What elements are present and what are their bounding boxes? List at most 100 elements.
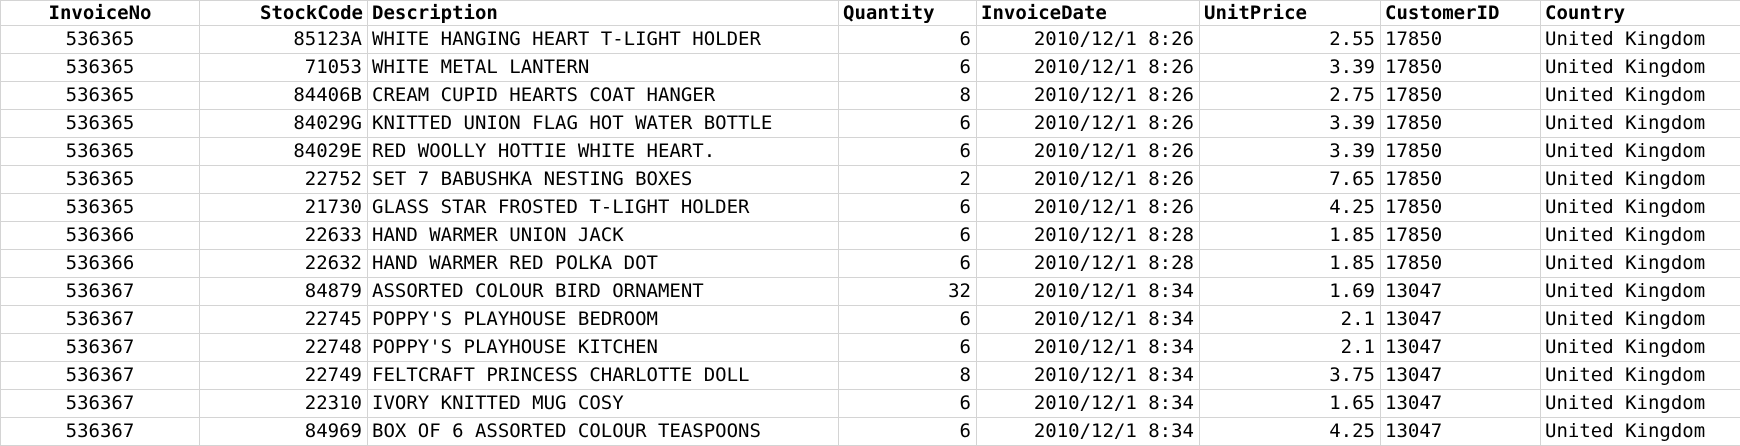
- cell-country[interactable]: United Kingdom: [1540, 221, 1740, 250]
- cell-invoicedate[interactable]: 2010/12/1 8:26: [976, 25, 1200, 54]
- cell-customerid[interactable]: 13047: [1380, 417, 1541, 446]
- cell-customerid[interactable]: 13047: [1380, 277, 1541, 306]
- header-invoiceno[interactable]: InvoiceNo: [0, 0, 200, 26]
- cell-invoiceno[interactable]: 536365: [0, 193, 200, 222]
- cell-description[interactable]: FELTCRAFT PRINCESS CHARLOTTE DOLL: [367, 361, 839, 390]
- cell-invoiceno[interactable]: 536365: [0, 25, 200, 54]
- cell-invoicedate[interactable]: 2010/12/1 8:26: [976, 165, 1200, 194]
- cell-stockcode[interactable]: 22632: [199, 249, 368, 278]
- cell-country[interactable]: United Kingdom: [1540, 137, 1740, 166]
- cell-stockcode[interactable]: 84029G: [199, 109, 368, 138]
- cell-invoicedate[interactable]: 2010/12/1 8:26: [976, 81, 1200, 110]
- cell-unitprice[interactable]: 4.25: [1199, 193, 1381, 222]
- cell-description[interactable]: HAND WARMER UNION JACK: [367, 221, 839, 250]
- cell-stockcode[interactable]: 22752: [199, 165, 368, 194]
- cell-invoiceno[interactable]: 536367: [0, 361, 200, 390]
- cell-unitprice[interactable]: 2.55: [1199, 25, 1381, 54]
- cell-invoicedate[interactable]: 2010/12/1 8:28: [976, 249, 1200, 278]
- cell-stockcode[interactable]: 84969: [199, 417, 368, 446]
- cell-quantity[interactable]: 6: [838, 389, 977, 418]
- cell-unitprice[interactable]: 1.65: [1199, 389, 1381, 418]
- cell-invoicedate[interactable]: 2010/12/1 8:34: [976, 333, 1200, 362]
- cell-description[interactable]: IVORY KNITTED MUG COSY: [367, 389, 839, 418]
- cell-quantity[interactable]: 8: [838, 81, 977, 110]
- header-description[interactable]: Description: [367, 0, 839, 26]
- header-quantity[interactable]: Quantity: [838, 0, 977, 26]
- cell-unitprice[interactable]: 3.39: [1199, 109, 1381, 138]
- cell-invoicedate[interactable]: 2010/12/1 8:34: [976, 389, 1200, 418]
- cell-quantity[interactable]: 32: [838, 277, 977, 306]
- cell-quantity[interactable]: 6: [838, 137, 977, 166]
- cell-invoiceno[interactable]: 536366: [0, 249, 200, 278]
- cell-customerid[interactable]: 17850: [1380, 25, 1541, 54]
- cell-customerid[interactable]: 13047: [1380, 333, 1541, 362]
- cell-invoicedate[interactable]: 2010/12/1 8:26: [976, 193, 1200, 222]
- cell-description[interactable]: CREAM CUPID HEARTS COAT HANGER: [367, 81, 839, 110]
- cell-invoiceno[interactable]: 536367: [0, 333, 200, 362]
- cell-stockcode[interactable]: 22749: [199, 361, 368, 390]
- cell-invoiceno[interactable]: 536367: [0, 305, 200, 334]
- cell-stockcode[interactable]: 22745: [199, 305, 368, 334]
- cell-unitprice[interactable]: 4.25: [1199, 417, 1381, 446]
- cell-stockcode[interactable]: 85123A: [199, 25, 368, 54]
- cell-invoicedate[interactable]: 2010/12/1 8:26: [976, 109, 1200, 138]
- cell-description[interactable]: KNITTED UNION FLAG HOT WATER BOTTLE: [367, 109, 839, 138]
- cell-stockcode[interactable]: 84029E: [199, 137, 368, 166]
- cell-description[interactable]: SET 7 BABUSHKA NESTING BOXES: [367, 165, 839, 194]
- cell-stockcode[interactable]: 22310: [199, 389, 368, 418]
- cell-description[interactable]: POPPY'S PLAYHOUSE KITCHEN: [367, 333, 839, 362]
- cell-country[interactable]: United Kingdom: [1540, 81, 1740, 110]
- cell-invoiceno[interactable]: 536365: [0, 53, 200, 82]
- cell-description[interactable]: WHITE METAL LANTERN: [367, 53, 839, 82]
- cell-description[interactable]: GLASS STAR FROSTED T-LIGHT HOLDER: [367, 193, 839, 222]
- cell-customerid[interactable]: 13047: [1380, 389, 1541, 418]
- cell-invoicedate[interactable]: 2010/12/1 8:34: [976, 417, 1200, 446]
- cell-quantity[interactable]: 6: [838, 25, 977, 54]
- header-country[interactable]: Country: [1540, 0, 1740, 26]
- cell-unitprice[interactable]: 2.1: [1199, 333, 1381, 362]
- cell-unitprice[interactable]: 3.39: [1199, 137, 1381, 166]
- cell-unitprice[interactable]: 1.85: [1199, 221, 1381, 250]
- cell-customerid[interactable]: 17850: [1380, 81, 1541, 110]
- cell-country[interactable]: United Kingdom: [1540, 277, 1740, 306]
- cell-invoiceno[interactable]: 536365: [0, 109, 200, 138]
- cell-unitprice[interactable]: 3.39: [1199, 53, 1381, 82]
- cell-country[interactable]: United Kingdom: [1540, 305, 1740, 334]
- cell-unitprice[interactable]: 3.75: [1199, 361, 1381, 390]
- cell-customerid[interactable]: 13047: [1380, 361, 1541, 390]
- cell-description[interactable]: HAND WARMER RED POLKA DOT: [367, 249, 839, 278]
- cell-customerid[interactable]: 17850: [1380, 109, 1541, 138]
- cell-customerid[interactable]: 17850: [1380, 137, 1541, 166]
- cell-country[interactable]: United Kingdom: [1540, 333, 1740, 362]
- cell-stockcode[interactable]: 84406B: [199, 81, 368, 110]
- cell-quantity[interactable]: 8: [838, 361, 977, 390]
- cell-customerid[interactable]: 13047: [1380, 305, 1541, 334]
- cell-quantity[interactable]: 6: [838, 53, 977, 82]
- cell-description[interactable]: BOX OF 6 ASSORTED COLOUR TEASPOONS: [367, 417, 839, 446]
- cell-invoicedate[interactable]: 2010/12/1 8:34: [976, 361, 1200, 390]
- cell-description[interactable]: ASSORTED COLOUR BIRD ORNAMENT: [367, 277, 839, 306]
- cell-stockcode[interactable]: 84879: [199, 277, 368, 306]
- cell-stockcode[interactable]: 22633: [199, 221, 368, 250]
- cell-invoicedate[interactable]: 2010/12/1 8:34: [976, 305, 1200, 334]
- cell-invoiceno[interactable]: 536367: [0, 417, 200, 446]
- cell-unitprice[interactable]: 1.85: [1199, 249, 1381, 278]
- cell-description[interactable]: WHITE HANGING HEART T-LIGHT HOLDER: [367, 25, 839, 54]
- header-unitprice[interactable]: UnitPrice: [1199, 0, 1381, 26]
- cell-customerid[interactable]: 17850: [1380, 249, 1541, 278]
- cell-unitprice[interactable]: 1.69: [1199, 277, 1381, 306]
- cell-quantity[interactable]: 6: [838, 221, 977, 250]
- cell-quantity[interactable]: 6: [838, 109, 977, 138]
- cell-invoiceno[interactable]: 536365: [0, 165, 200, 194]
- cell-invoiceno[interactable]: 536367: [0, 277, 200, 306]
- cell-country[interactable]: United Kingdom: [1540, 417, 1740, 446]
- cell-country[interactable]: United Kingdom: [1540, 389, 1740, 418]
- cell-country[interactable]: United Kingdom: [1540, 361, 1740, 390]
- cell-description[interactable]: RED WOOLLY HOTTIE WHITE HEART.: [367, 137, 839, 166]
- cell-country[interactable]: United Kingdom: [1540, 53, 1740, 82]
- cell-customerid[interactable]: 17850: [1380, 221, 1541, 250]
- cell-customerid[interactable]: 17850: [1380, 53, 1541, 82]
- cell-country[interactable]: United Kingdom: [1540, 193, 1740, 222]
- cell-unitprice[interactable]: 7.65: [1199, 165, 1381, 194]
- header-invoicedate[interactable]: InvoiceDate: [976, 0, 1200, 26]
